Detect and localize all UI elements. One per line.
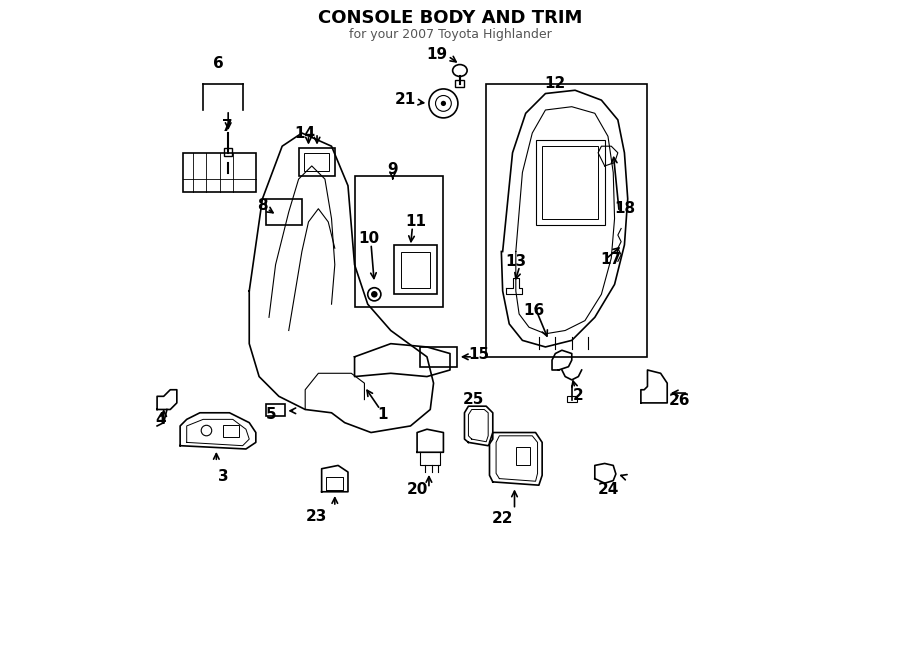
Text: 15: 15 (468, 347, 490, 362)
Text: 16: 16 (524, 303, 544, 318)
Text: 3: 3 (218, 469, 229, 484)
Bar (567, 397, 577, 402)
Text: 7: 7 (222, 119, 233, 134)
Bar (355, 176, 444, 307)
Bar (400, 252, 430, 288)
Bar (223, 425, 239, 437)
Text: 4: 4 (155, 412, 166, 427)
Bar (266, 405, 285, 416)
Text: 11: 11 (405, 214, 427, 229)
Bar (486, 84, 647, 357)
Text: 19: 19 (427, 46, 447, 61)
Text: 2: 2 (573, 387, 584, 403)
Circle shape (371, 291, 378, 297)
Bar (184, 153, 256, 192)
Text: 18: 18 (615, 201, 635, 216)
Bar (542, 146, 598, 219)
Text: 9: 9 (387, 162, 398, 176)
Text: 25: 25 (463, 392, 484, 407)
Bar (224, 148, 232, 156)
Text: 14: 14 (294, 126, 316, 141)
Text: 6: 6 (213, 56, 224, 71)
Text: 12: 12 (544, 76, 566, 91)
Text: 21: 21 (394, 92, 416, 107)
Text: 17: 17 (600, 252, 622, 267)
Text: 20: 20 (407, 483, 428, 497)
Text: for your 2007 Toyota Highlander: for your 2007 Toyota Highlander (348, 28, 552, 41)
Bar (304, 153, 328, 171)
Text: 22: 22 (492, 510, 513, 525)
Text: 8: 8 (257, 198, 267, 213)
Bar (455, 81, 464, 87)
Text: 26: 26 (669, 393, 689, 408)
Bar (420, 347, 456, 367)
Text: 24: 24 (598, 483, 618, 497)
Text: 23: 23 (306, 508, 327, 524)
Bar (536, 139, 605, 225)
Text: 10: 10 (358, 231, 379, 246)
Text: CONSOLE BODY AND TRIM: CONSOLE BODY AND TRIM (318, 9, 582, 27)
Bar (516, 447, 530, 465)
Circle shape (441, 100, 446, 106)
Text: 13: 13 (505, 254, 526, 269)
Text: 5: 5 (266, 407, 276, 422)
Bar (299, 148, 335, 176)
Bar (266, 199, 302, 225)
Text: 1: 1 (377, 407, 388, 422)
Bar (394, 245, 436, 294)
